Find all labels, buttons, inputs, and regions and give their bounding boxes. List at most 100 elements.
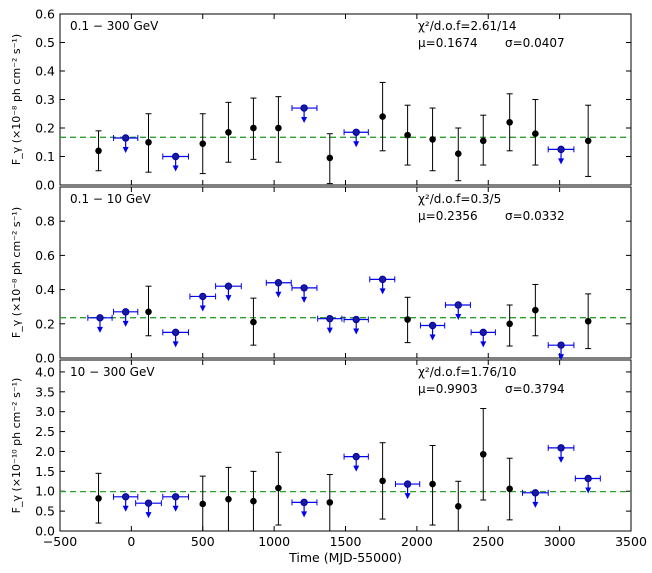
detection-point bbox=[404, 296, 411, 344]
arrow-head bbox=[480, 341, 487, 348]
limit-marker bbox=[171, 493, 180, 501]
upper-limit-point bbox=[394, 480, 421, 500]
limit-marker bbox=[378, 275, 387, 284]
arrow-head bbox=[172, 505, 179, 512]
data-marker bbox=[326, 154, 334, 162]
x-tick-label: 2500 bbox=[472, 534, 504, 549]
arrow-head bbox=[585, 487, 592, 494]
energy-band-label: 0.1 − 10 GeV bbox=[70, 192, 152, 206]
upper-limit-point bbox=[369, 275, 396, 295]
limit-marker bbox=[199, 292, 207, 301]
limit-marker bbox=[171, 328, 180, 337]
chi2-annotation: χ²/d.o.f=1.76/10 bbox=[418, 365, 516, 379]
data-marker bbox=[506, 320, 513, 328]
upper-limit-point bbox=[162, 328, 189, 348]
detection-point bbox=[506, 457, 513, 521]
x-tick-label: −500 bbox=[43, 534, 77, 549]
detection-point bbox=[506, 93, 513, 152]
arrow-head bbox=[172, 165, 179, 172]
limit-marker bbox=[352, 315, 360, 324]
arrow-head bbox=[558, 456, 565, 463]
upper-limit-point bbox=[189, 292, 217, 312]
upper-limit-point bbox=[343, 128, 369, 148]
y-tick-label: 0.0 bbox=[35, 524, 55, 539]
mu-annotation: μ=0.2356 bbox=[418, 209, 478, 223]
detection-point bbox=[95, 472, 102, 524]
y-tick-label: 2.0 bbox=[35, 444, 55, 459]
data-marker bbox=[145, 308, 152, 316]
y-tick-label: 0.4 bbox=[35, 64, 55, 79]
data-marker bbox=[275, 484, 282, 492]
data-marker bbox=[199, 140, 207, 147]
data-marker bbox=[326, 499, 334, 506]
y-axis-label: F_γ (×10⁻¹⁰ ph cm⁻² s⁻¹) bbox=[10, 378, 23, 514]
arrow-head bbox=[353, 141, 360, 148]
data-marker bbox=[479, 137, 487, 145]
data-marker bbox=[584, 317, 592, 325]
detection-point bbox=[326, 474, 334, 532]
arrow-head bbox=[96, 326, 103, 333]
detection-point bbox=[145, 113, 152, 173]
limit-marker bbox=[352, 128, 360, 136]
detection-point bbox=[479, 408, 487, 501]
upper-limit-point bbox=[113, 308, 139, 327]
data-marker bbox=[145, 138, 152, 146]
arrow-head bbox=[301, 511, 308, 518]
detection-point bbox=[225, 101, 232, 163]
limit-marker bbox=[326, 314, 334, 323]
data-marker bbox=[275, 124, 282, 132]
upper-limit-point bbox=[343, 315, 369, 335]
y-axis-label: F_γ (×10⁻⁸ ph cm⁻² s⁻¹) bbox=[10, 207, 23, 338]
upper-limit-point bbox=[470, 328, 496, 348]
y-tick-label: 3.5 bbox=[35, 384, 55, 399]
panel-3: 0.0 0.5 1.0 1.5 2.0 2.5 3.0 3.5 4.0 F_γ (×10⁻¹⁰ p… bbox=[10, 359, 632, 539]
upper-limit-point bbox=[291, 284, 318, 303]
data-marker bbox=[225, 128, 232, 136]
x-tick-label: 1000 bbox=[258, 534, 290, 549]
data-marker bbox=[532, 130, 539, 137]
mu-annotation: μ=0.9903 bbox=[418, 382, 478, 396]
detection-point bbox=[506, 304, 513, 347]
arrow-head bbox=[353, 465, 360, 472]
y-tick-label: 0.2 bbox=[35, 121, 55, 136]
arrow-head bbox=[429, 334, 436, 341]
panel-1: 0.0 0.1 0.2 0.3 0.4 0.5 0.6 F_γ (×10⁻⁸ ph cm⁻² … bbox=[10, 7, 632, 193]
arrow-head bbox=[558, 354, 565, 361]
limit-marker bbox=[557, 444, 565, 452]
detection-point bbox=[404, 104, 411, 166]
limit-marker bbox=[428, 321, 437, 330]
data-marker bbox=[95, 495, 102, 502]
upper-limit-point bbox=[135, 499, 162, 519]
upper-limit-point bbox=[265, 279, 292, 298]
limit-marker bbox=[96, 314, 104, 322]
detection-point bbox=[532, 99, 539, 166]
arrow-head bbox=[326, 327, 333, 334]
arrow-head bbox=[455, 313, 462, 320]
limit-marker bbox=[121, 308, 130, 316]
arrow-head bbox=[145, 512, 152, 519]
x-tick-label: 0 bbox=[127, 534, 135, 549]
y-tick-label: 0.6 bbox=[35, 248, 55, 263]
data-marker bbox=[250, 124, 257, 132]
sigma-annotation: σ=0.3794 bbox=[505, 382, 565, 396]
x-tick-label: 1500 bbox=[330, 534, 362, 549]
y-tick-label: 0.3 bbox=[35, 92, 55, 107]
detection-point bbox=[379, 81, 386, 152]
y-tick-label: 3.0 bbox=[35, 404, 55, 419]
x-tick-label: 500 bbox=[191, 534, 215, 549]
arrow-head bbox=[404, 493, 411, 500]
upper-limit-point bbox=[547, 145, 575, 165]
y-tick-label: 0.0 bbox=[35, 351, 55, 366]
y-tick-label: 1.0 bbox=[35, 484, 55, 499]
arrow-head bbox=[301, 296, 308, 303]
arrow-head bbox=[199, 305, 206, 312]
data-marker bbox=[429, 136, 436, 143]
mu-annotation: μ=0.1674 bbox=[418, 36, 478, 50]
data-marker bbox=[225, 495, 232, 503]
y-tick-label: 0.4 bbox=[35, 282, 55, 297]
arrow-head bbox=[532, 501, 539, 508]
data-marker bbox=[429, 480, 436, 488]
limit-marker bbox=[300, 284, 308, 292]
arrow-head bbox=[353, 328, 360, 335]
